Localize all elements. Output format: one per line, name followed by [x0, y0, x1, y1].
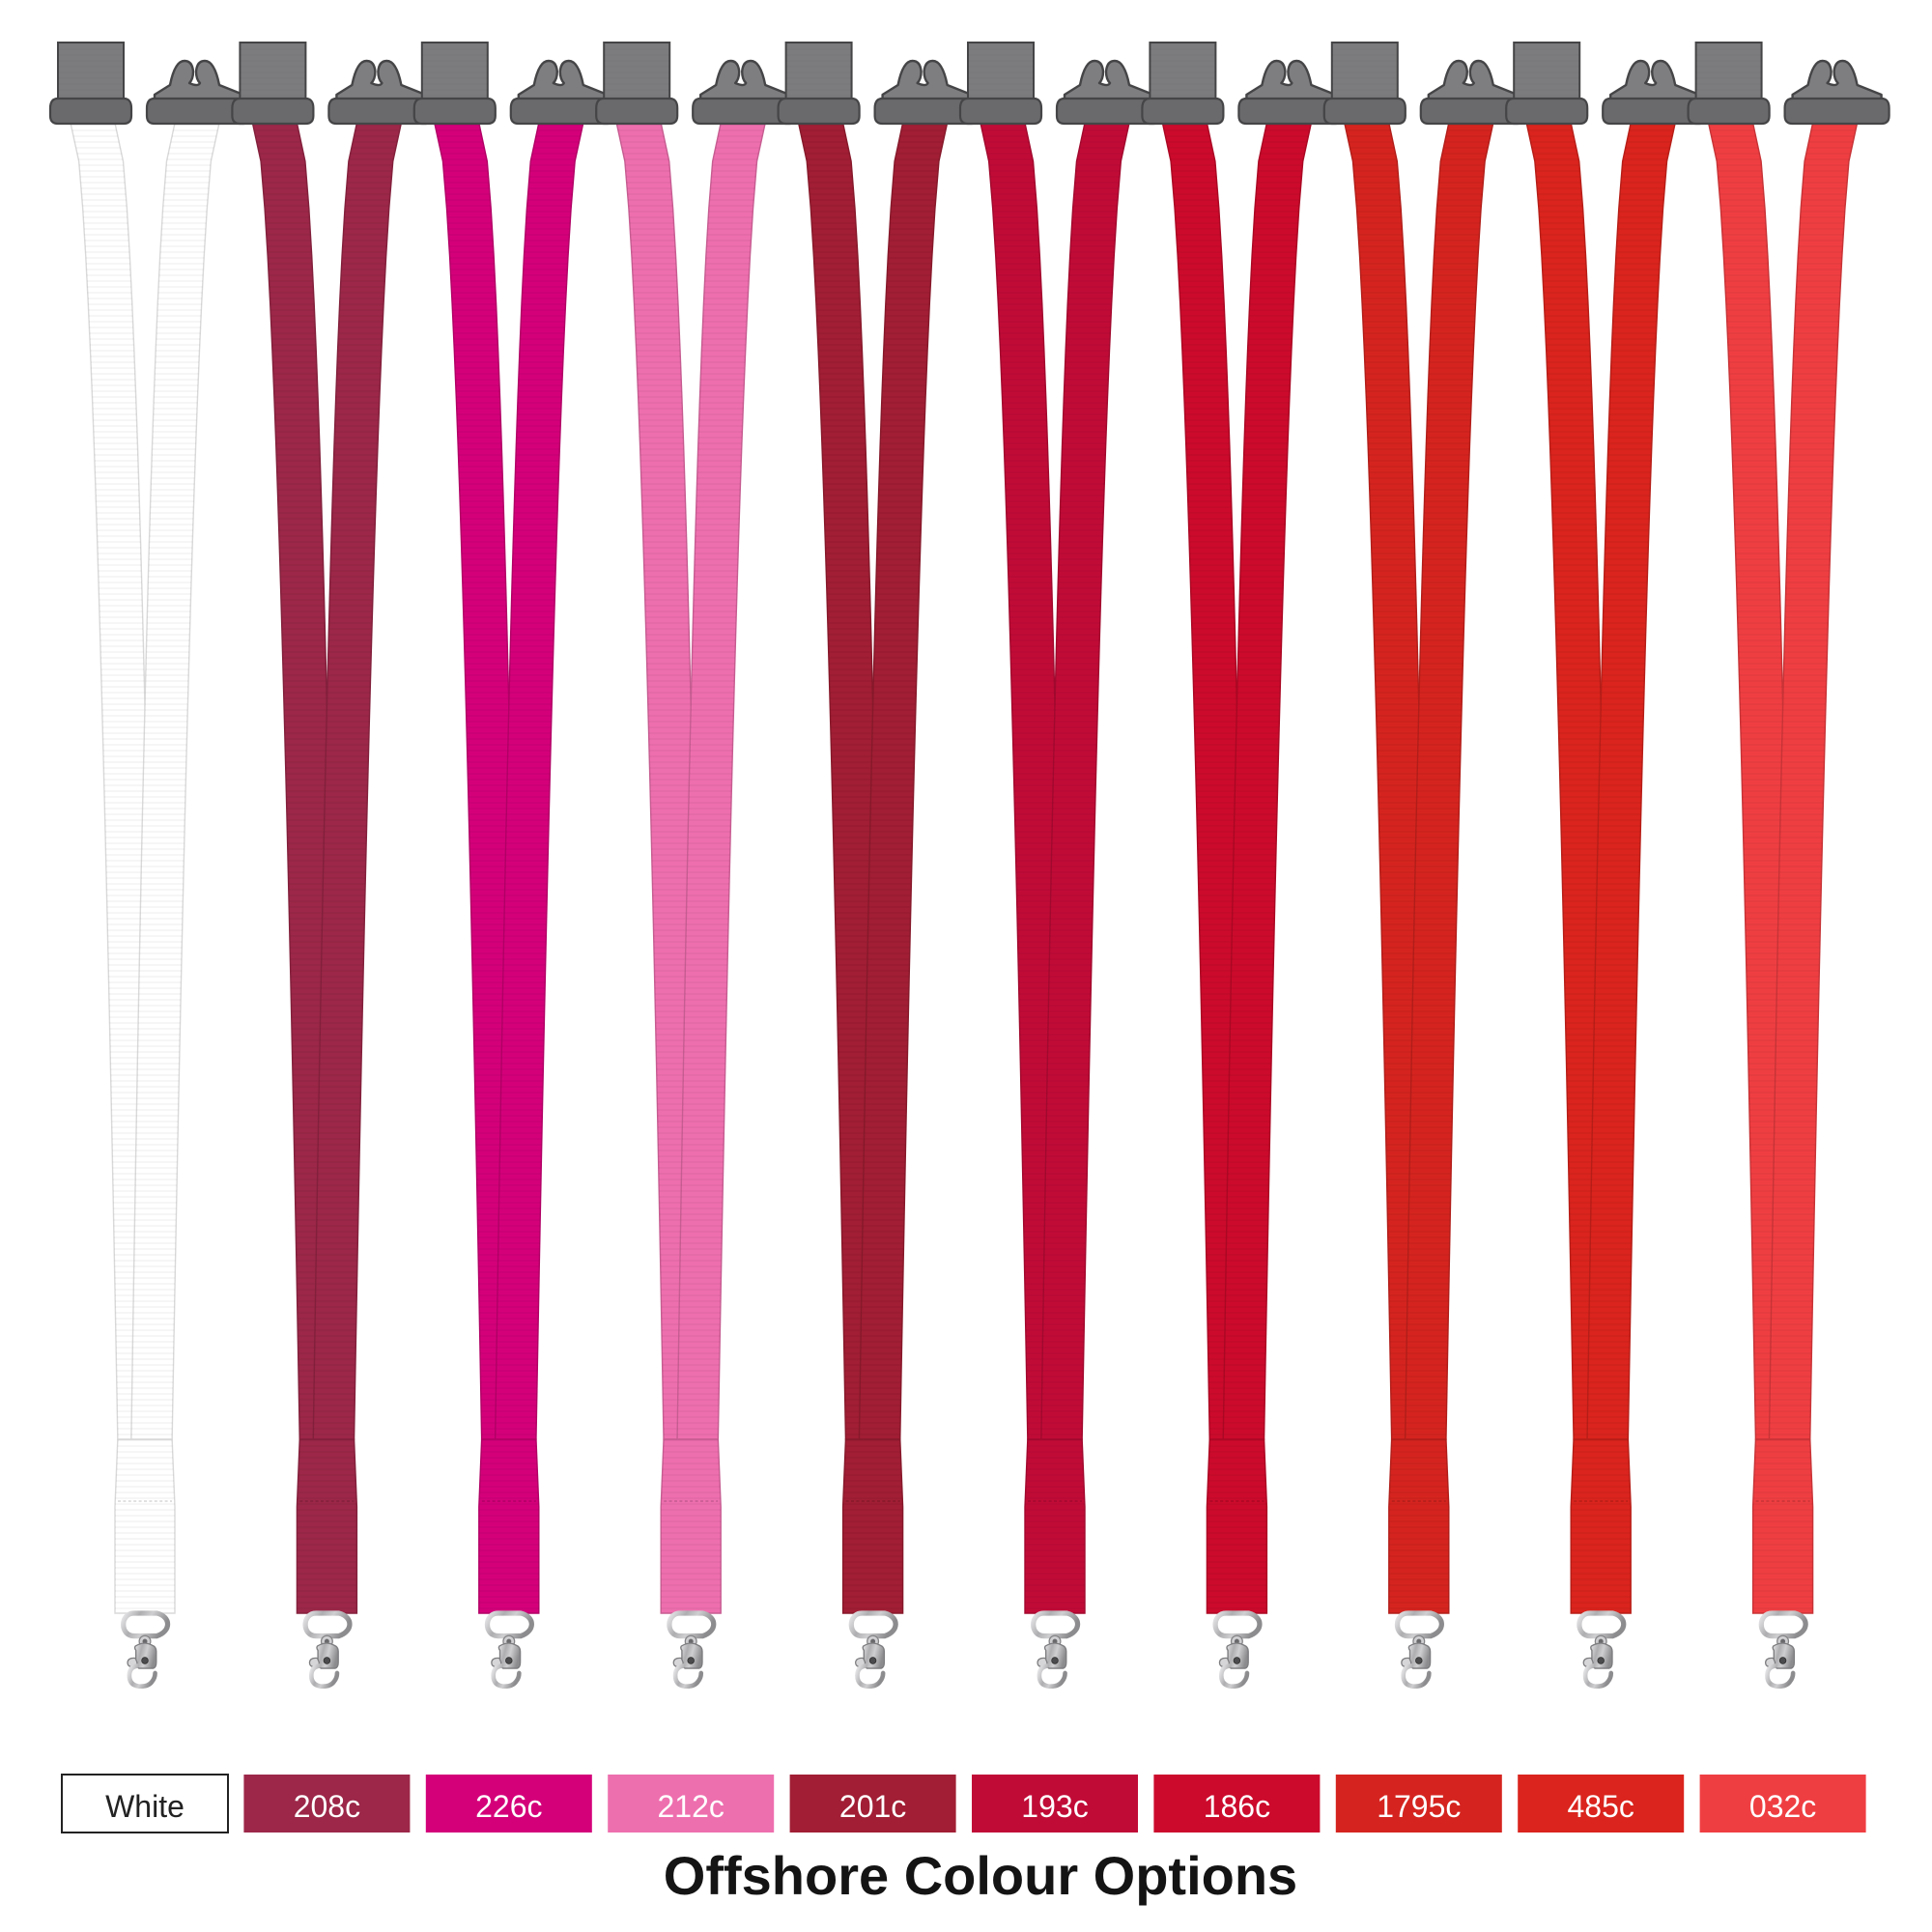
svg-text:193c: 193c [1021, 1789, 1088, 1824]
svg-text:226c: 226c [475, 1789, 542, 1824]
svg-text:485c: 485c [1568, 1789, 1634, 1824]
svg-text:1795c: 1795c [1377, 1789, 1461, 1824]
svg-text:032c: 032c [1749, 1789, 1816, 1824]
svg-text:186c: 186c [1204, 1789, 1270, 1824]
svg-text:212c: 212c [658, 1789, 724, 1824]
svg-text:White: White [105, 1789, 185, 1824]
svg-text:Offshore Colour Options: Offshore Colour Options [664, 1845, 1297, 1906]
svg-text:208c: 208c [294, 1789, 360, 1824]
svg-text:201c: 201c [839, 1789, 906, 1824]
